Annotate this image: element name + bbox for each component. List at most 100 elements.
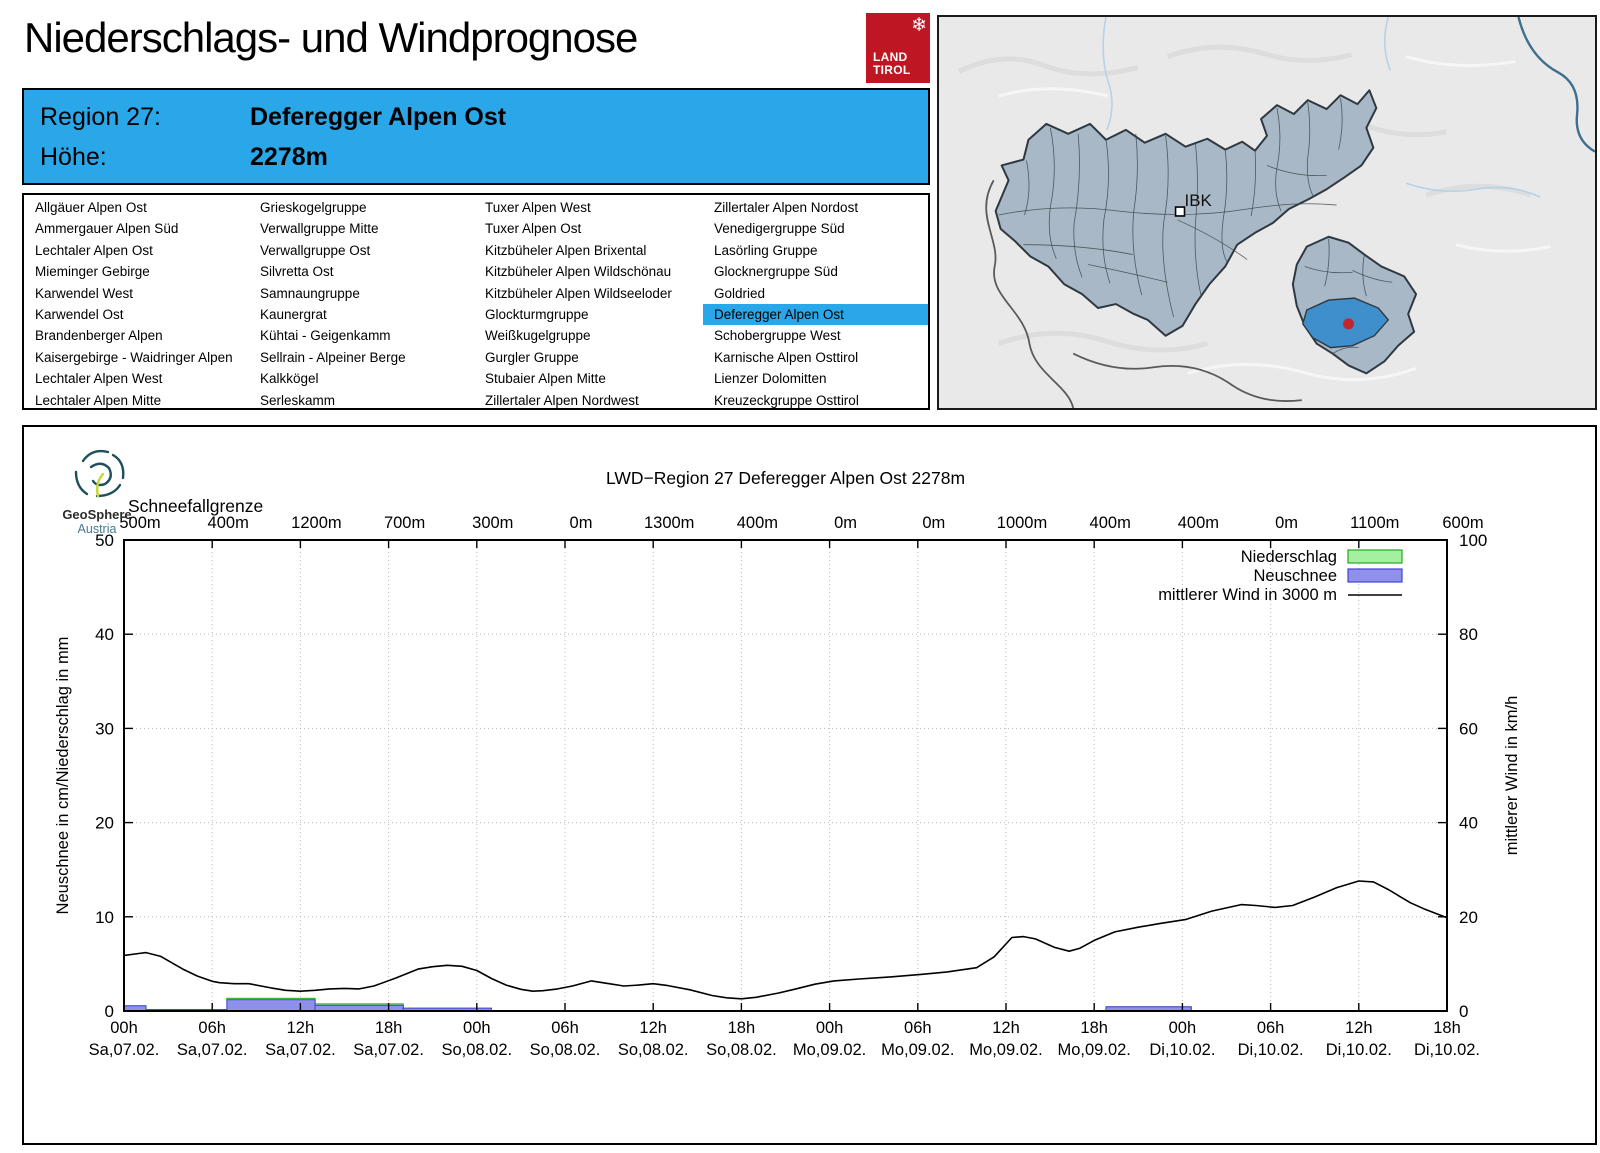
tirol-map[interactable]: IBK (937, 15, 1597, 410)
y-right-tick: 0 (1459, 1002, 1468, 1021)
region-list-item[interactable]: Tuxer Alpen West (485, 200, 591, 215)
region-list-item[interactable]: Lienzer Dolomitten (714, 371, 827, 387)
region-list-item[interactable]: Karwendel Ost (35, 306, 124, 322)
snowflake-icon: ❄ (911, 15, 927, 36)
region-list-item[interactable]: Kühtai - Geigenkamm (260, 328, 391, 344)
land-tirol-logo-text: LAND TIROL (873, 50, 911, 77)
region-list-item[interactable]: Lechtaler Alpen Mitte (35, 392, 162, 408)
x-tick-time: 18h (1080, 1019, 1108, 1037)
region-list-item[interactable]: Karwendel West (35, 285, 134, 301)
map-inner-borders-east (1304, 238, 1393, 354)
map-region-north-tirol[interactable] (994, 89, 1378, 337)
region-list-item[interactable]: Kitzbüheler Alpen Wildschönau (485, 264, 672, 280)
land-tirol-logo: ❄ LAND TIROL (866, 13, 930, 83)
snowline-value: 400m (1178, 514, 1219, 532)
snowline-value: 400m (208, 514, 249, 532)
page-title: Niederschlags- und Windprognose (24, 14, 638, 61)
region-list-item[interactable]: Ammergauer Alpen Süd (35, 221, 179, 237)
neuschnee-bar (226, 999, 316, 1012)
region-list-column: Tuxer Alpen West Tuxer Alpen Ost Kitzbühel… (474, 197, 703, 408)
region-list-item[interactable]: Gurgler Gruppe (485, 349, 579, 365)
forecast-chart: 500m00hSa,07.02.400m06hSa,07.02.1200m12h… (54, 468, 1521, 1059)
x-tick-date: Di,10.02. (1326, 1041, 1392, 1059)
x-tick-time: 06h (1257, 1019, 1285, 1037)
x-tick-time: 06h (904, 1019, 932, 1037)
legend-label: Niederschlag (1241, 548, 1337, 566)
x-tick-date: Di,10.02. (1414, 1041, 1480, 1059)
region-list-item[interactable]: Stubaier Alpen Mitte (485, 371, 606, 387)
region-list-item[interactable]: Kitzbüheler Alpen Brixental (485, 242, 647, 258)
region-list-item[interactable]: Zillertaler Alpen Nordost (714, 200, 859, 215)
region-list-item[interactable]: Goldried (714, 285, 766, 301)
region-list-item[interactable]: Silvretta Ost (260, 264, 334, 280)
x-tick-date: Sa,07.02. (353, 1041, 424, 1059)
x-tick-time: 00h (816, 1019, 844, 1037)
wind-line (123, 880, 1448, 1000)
region-list-item[interactable]: Grieskogelgruppe (260, 200, 367, 215)
region-list: Allgäuer Alpen Ost Ammergauer Alpen Süd Le… (22, 193, 930, 410)
region-list-item[interactable]: Schobergruppe West (714, 328, 841, 344)
x-tick-time: 12h (992, 1019, 1020, 1037)
x-tick-time: 12h (287, 1019, 315, 1037)
snowline-value: 600m (1442, 514, 1483, 532)
x-tick-date: Mo,09.02. (1058, 1041, 1131, 1059)
region-list-item[interactable]: Tuxer Alpen Ost (485, 221, 582, 237)
legend-swatch (1347, 549, 1403, 564)
region-info-box: Region 27: Deferegger Alpen Ost Höhe: 2278… (22, 88, 930, 185)
region-list-item[interactable]: Kaisergebirge - Waidringer Alpen (35, 349, 233, 365)
x-tick-date: Sa,07.02. (177, 1041, 248, 1059)
region-list-item[interactable]: Mieminger Gebirge (35, 264, 150, 280)
region-list-item[interactable]: Deferegger Alpen Ost (703, 303, 928, 326)
region-list-item[interactable]: Venedigergruppe Süd (714, 221, 845, 237)
region-list-item[interactable]: Allgäuer Alpen Ost (35, 200, 147, 215)
legend-label: Neuschnee (1254, 567, 1337, 585)
region-list-item[interactable]: Kalkkögel (260, 371, 319, 387)
x-tick-date: Sa,07.02. (265, 1041, 336, 1059)
snowline-value: 300m (472, 514, 513, 532)
y-right-axis-label: mittlerer Wind in km/h (1503, 696, 1521, 856)
y-left-tick: 0 (105, 1002, 114, 1021)
x-tick-date: Mo,09.02. (969, 1041, 1042, 1059)
region-list-item[interactable]: Weißkugelgruppe (485, 328, 591, 344)
region-list-item[interactable]: Verwallgruppe Ost (260, 242, 371, 258)
legend-swatch (1347, 568, 1403, 583)
chart-title: LWD−Region 27 Deferegger Alpen Ost 2278m (606, 468, 965, 488)
x-tick-date: Di,10.02. (1238, 1041, 1304, 1059)
region-list-item[interactable]: Samnaungruppe (260, 285, 360, 301)
y-right-tick: 40 (1459, 814, 1478, 833)
region-list-item[interactable]: Lasörling Gruppe (714, 242, 818, 258)
y-right-tick: 20 (1459, 908, 1478, 927)
y-right-tick: 60 (1459, 719, 1478, 738)
x-tick-date: So,08.02. (618, 1041, 689, 1059)
region-list-item[interactable]: Brandenberger Alpen (35, 328, 163, 344)
ibk-label: IBK (1185, 191, 1213, 210)
region-list-item[interactable]: Verwallgruppe Mitte (260, 221, 379, 237)
region-list-item[interactable]: Sellrain - Alpeiner Berge (260, 349, 406, 365)
y-right-tick: 100 (1459, 531, 1487, 550)
region-list-item[interactable]: Zillertaler Alpen Nordwest (485, 392, 639, 408)
x-tick-date: Mo,09.02. (881, 1041, 954, 1059)
region-list-item[interactable]: Kaunergrat (260, 306, 327, 322)
snowline-value: 1000m (997, 514, 1047, 532)
x-tick-date: So,08.02. (441, 1041, 512, 1059)
x-tick-date: So,08.02. (706, 1041, 777, 1059)
region-list-item[interactable]: Kreuzeckgruppe Osttirol (714, 392, 859, 408)
region-list-item[interactable]: Karnische Alpen Osttirol (714, 349, 859, 365)
altitude-label: Höhe: (40, 143, 107, 171)
region-list-item[interactable]: Kitzbüheler Alpen Wildseeloder (485, 285, 672, 301)
snowline-value: 400m (1090, 514, 1131, 532)
region-list-item[interactable]: Glockturmgruppe (485, 306, 589, 322)
y-left-tick: 30 (95, 719, 114, 738)
region-list-item[interactable]: Lechtaler Alpen Ost (35, 242, 153, 258)
x-tick-date: Di,10.02. (1149, 1041, 1215, 1059)
region-list-item[interactable]: Glocknergruppe Süd (714, 264, 838, 280)
region-list-item[interactable]: Lechtaler Alpen West (35, 371, 163, 387)
y-left-tick: 50 (95, 531, 114, 550)
y-left-tick: 10 (95, 908, 114, 927)
x-tick-time: 00h (110, 1019, 138, 1037)
snowline-axis-label: Schneefallgrenze (128, 496, 263, 516)
legend-label: mittlerer Wind in 3000 m (1158, 586, 1337, 604)
snowline-value: 400m (737, 514, 778, 532)
region-list-item[interactable]: Serleskamm (260, 392, 336, 408)
region-list-column: Allgäuer Alpen Ost Ammergauer Alpen Süd Le… (24, 197, 249, 408)
